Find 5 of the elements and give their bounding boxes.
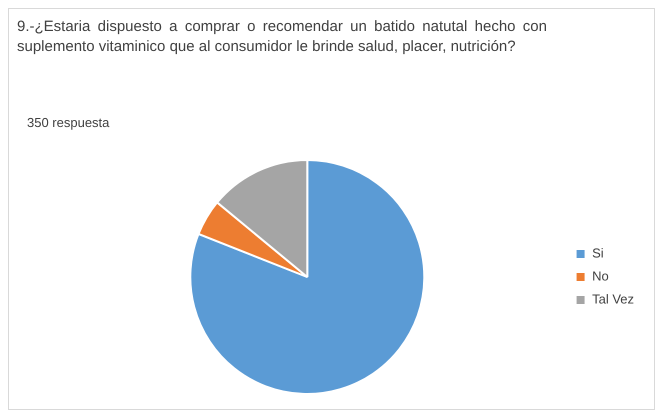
text: 350 respuesta	[27, 115, 110, 130]
chart-title: 9.-¿Estaria dispuesto a comprar o recomendar un batido natutal hecho con suplemento vitaminico que al consumidor le brinde salud, placer, nutrición?	[17, 17, 547, 57]
legend-label: No	[592, 268, 609, 284]
legend-label: Tal Vez	[592, 292, 634, 307]
legend-label: Si	[592, 246, 604, 261]
